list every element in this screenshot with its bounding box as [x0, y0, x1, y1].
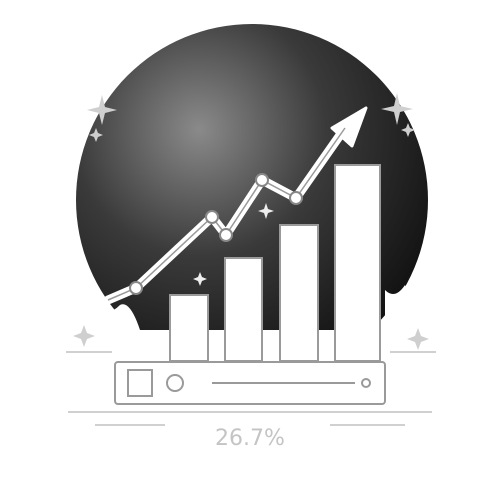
caption: 26.7%: [215, 426, 285, 451]
points: [129, 173, 303, 295]
ground-lines: [66, 351, 436, 426]
bars: [169, 164, 381, 362]
base-platform: [114, 361, 386, 405]
sparkles: [73, 93, 429, 350]
